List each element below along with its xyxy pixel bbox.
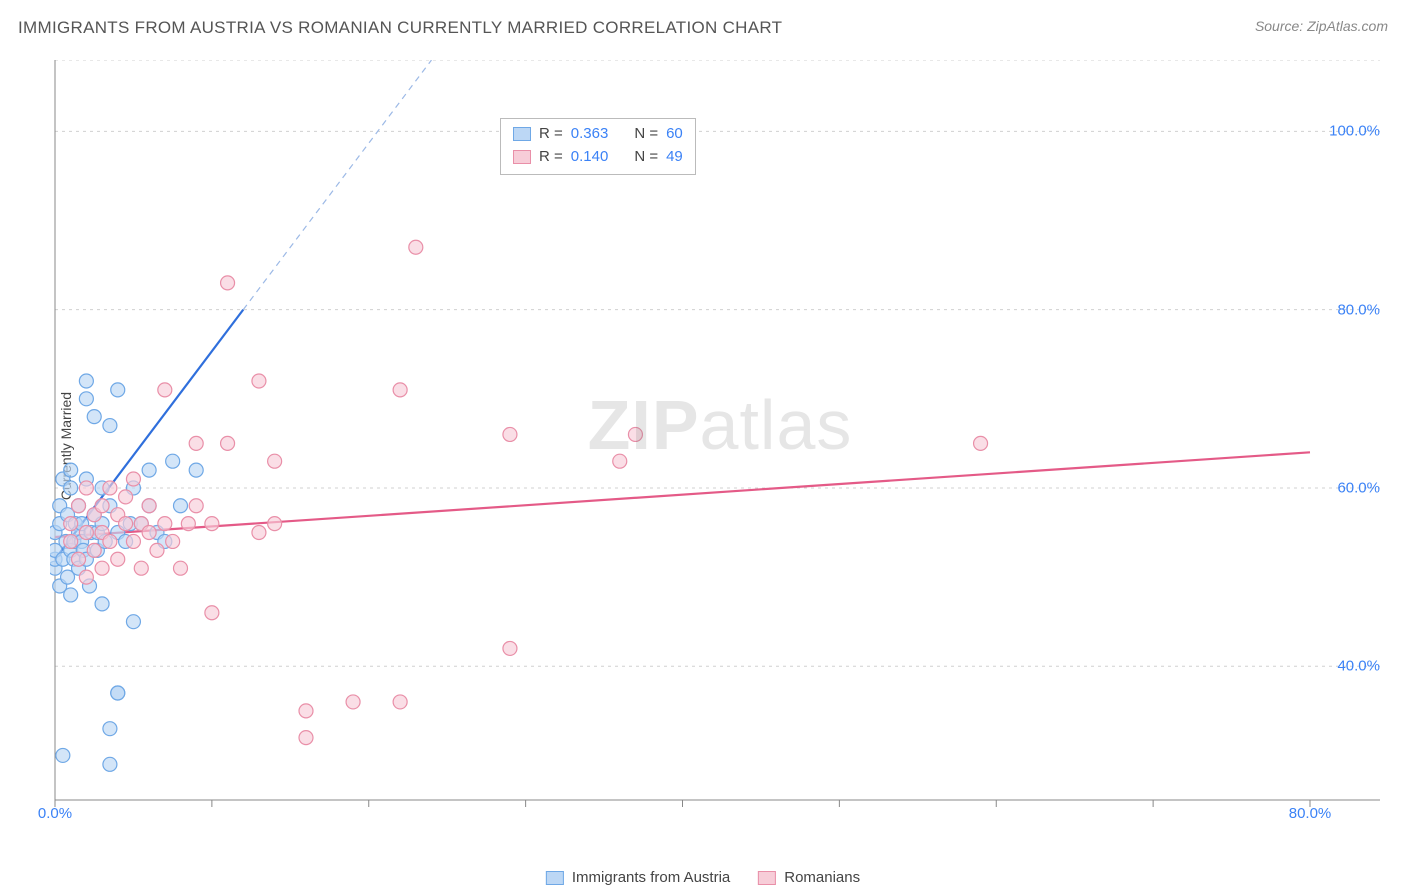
r-value-romanians: 0.140 xyxy=(571,146,609,169)
swatch-romanians xyxy=(513,150,531,164)
legend-label-romanians: Romanians xyxy=(784,869,860,886)
r-label: R = xyxy=(539,123,563,146)
y-tick-label: 100.0% xyxy=(1329,123,1380,140)
correlation-legend: R = 0.363 N = 60 R = 0.140 N = 49 xyxy=(500,118,696,175)
chart-header: IMMIGRANTS FROM AUSTRIA VS ROMANIAN CURR… xyxy=(18,18,1388,38)
legend-row-austria: R = 0.363 N = 60 xyxy=(513,123,683,146)
swatch-austria-icon xyxy=(546,871,564,885)
y-tick-label: 40.0% xyxy=(1337,658,1380,675)
swatch-austria xyxy=(513,127,531,141)
y-tick-label: 80.0% xyxy=(1337,301,1380,318)
n-value-austria: 60 xyxy=(666,123,683,146)
scatter-plot: ZIPatlas R = 0.363 N = 60 R = 0.140 N = … xyxy=(50,60,1390,820)
r-label: R = xyxy=(539,146,563,169)
x-tick-label: 80.0% xyxy=(1289,805,1332,822)
n-label: N = xyxy=(634,123,658,146)
x-tick-label: 0.0% xyxy=(38,805,72,822)
legend-row-romanians: R = 0.140 N = 49 xyxy=(513,146,683,169)
legend-item-austria: Immigrants from Austria xyxy=(546,869,730,886)
legend-item-romanians: Romanians xyxy=(758,869,860,886)
y-tick-label: 60.0% xyxy=(1337,479,1380,496)
n-label: N = xyxy=(634,146,658,169)
series-legend: Immigrants from Austria Romanians xyxy=(546,869,860,886)
legend-label-austria: Immigrants from Austria xyxy=(572,869,730,886)
swatch-romanians-icon xyxy=(758,871,776,885)
r-value-austria: 0.363 xyxy=(571,123,609,146)
chart-source: Source: ZipAtlas.com xyxy=(1255,18,1388,34)
n-value-romanians: 49 xyxy=(666,146,683,169)
chart-title: IMMIGRANTS FROM AUSTRIA VS ROMANIAN CURR… xyxy=(18,18,782,38)
